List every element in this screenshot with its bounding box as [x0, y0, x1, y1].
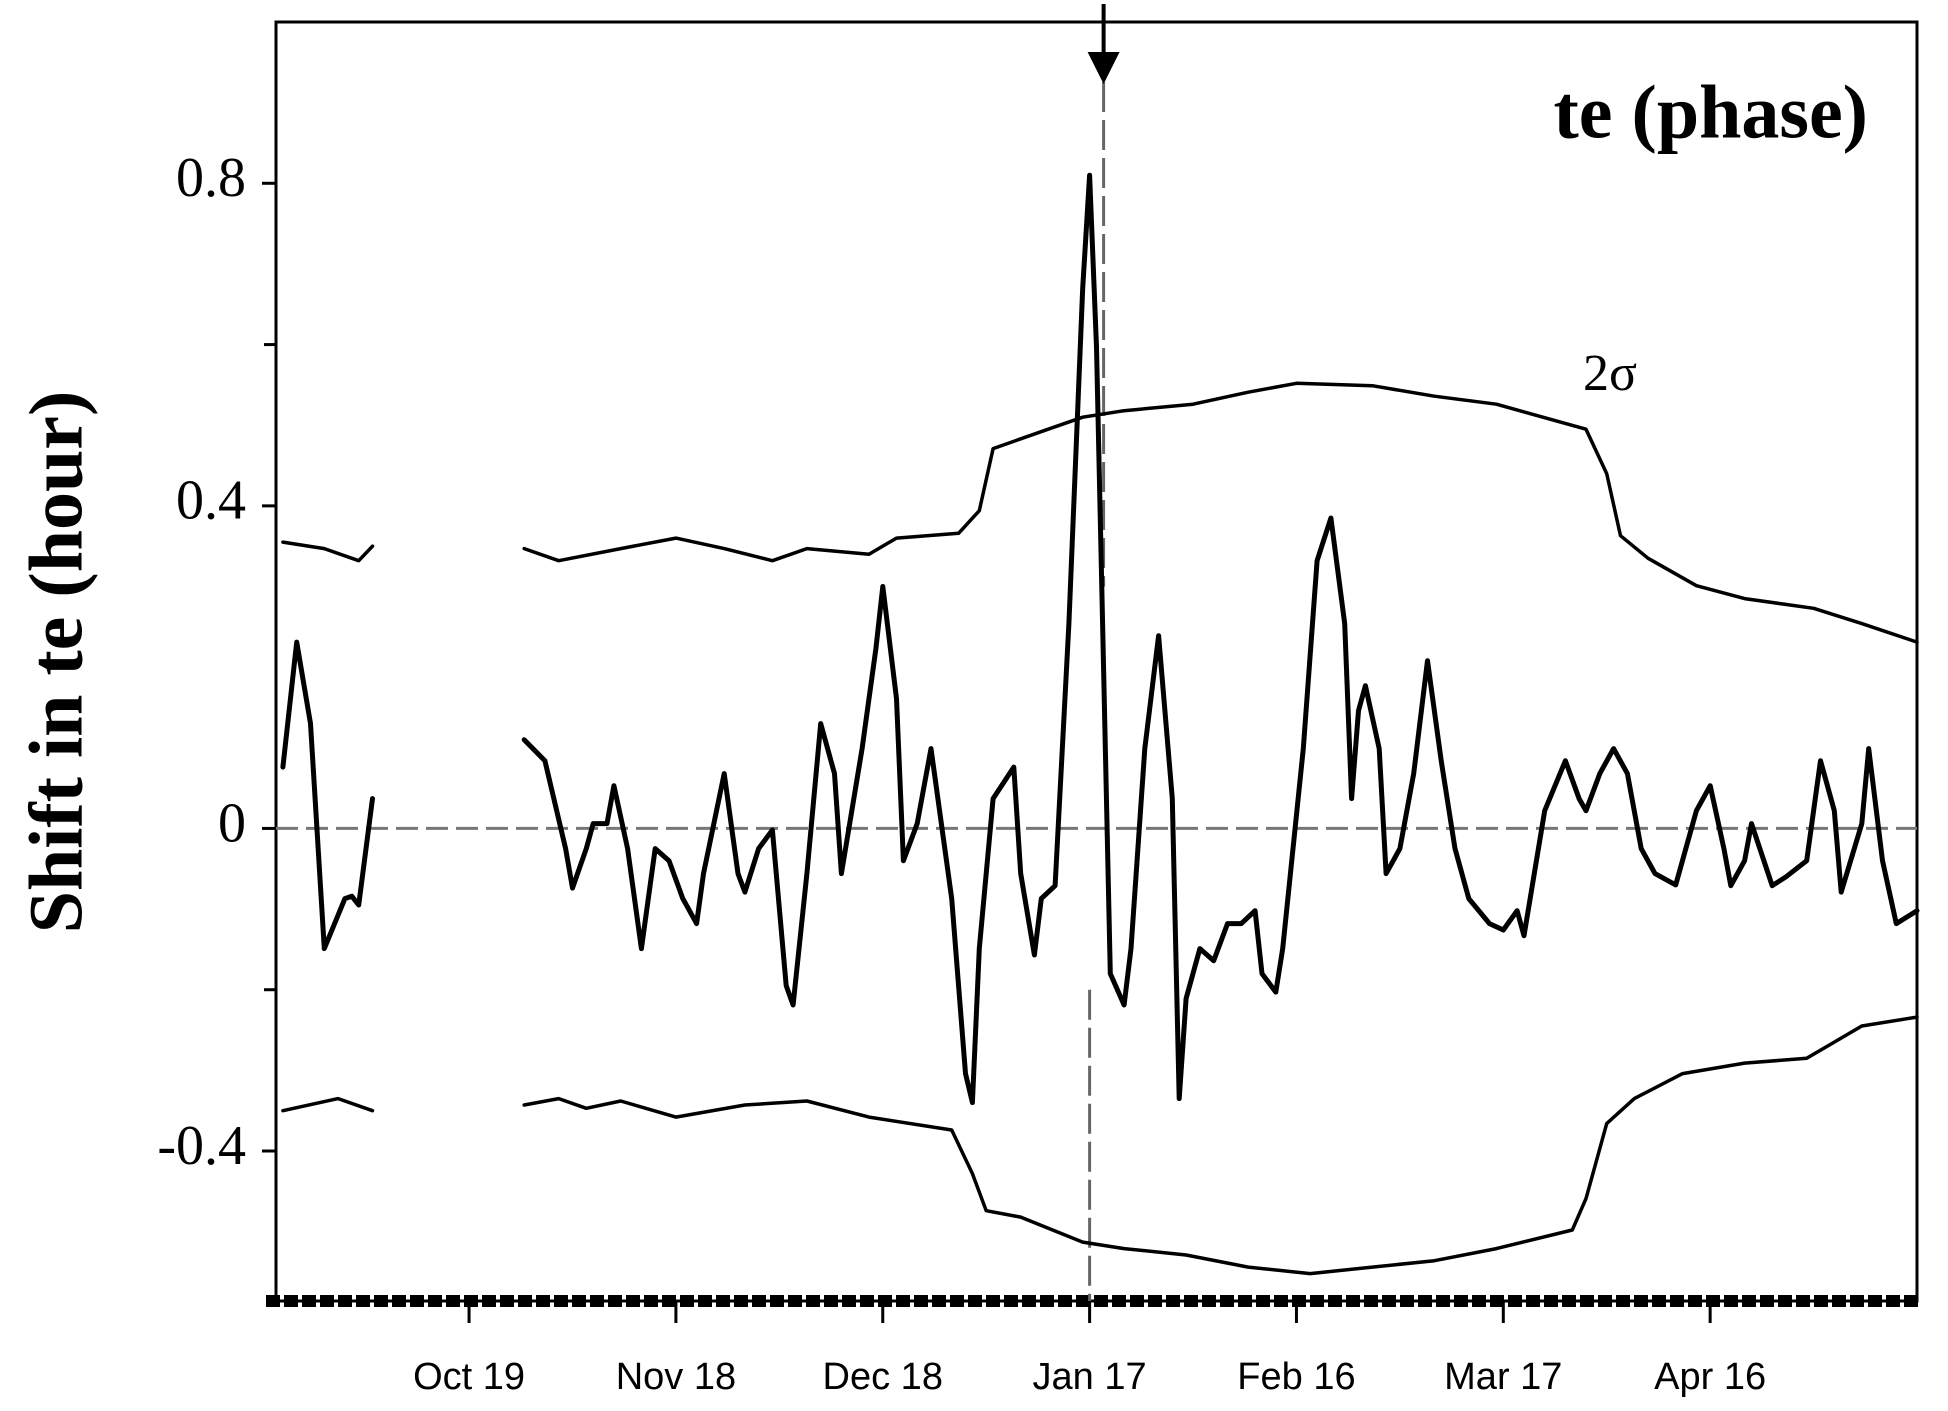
- sigma-line: [281, 381, 1919, 644]
- x-tick-label: Mar 17: [1444, 1356, 1562, 1398]
- sigma-line: [281, 1015, 1919, 1276]
- event-arrow-head: [1087, 52, 1120, 84]
- y-tick-label: -0.4: [157, 1115, 246, 1177]
- y-axis-title: Shift in te (hour): [14, 391, 98, 934]
- y-tick-label: 0.4: [176, 470, 246, 532]
- data-line: [280, 172, 1920, 1106]
- y-tick-label: 0.8: [176, 147, 246, 209]
- x-tick-label: Apr 16: [1654, 1356, 1766, 1398]
- x-tick-label: Jan 17: [1033, 1356, 1147, 1398]
- chart-title: te (phase): [1553, 70, 1868, 154]
- annotation: 2σ: [1583, 345, 1637, 402]
- x-tick-label: Feb 16: [1237, 1356, 1355, 1398]
- y-tick-label: 0: [218, 792, 246, 854]
- x-tick-label: Nov 18: [616, 1356, 736, 1398]
- x-tick-label: Oct 19: [413, 1356, 525, 1398]
- x-tick-label: Dec 18: [823, 1356, 943, 1398]
